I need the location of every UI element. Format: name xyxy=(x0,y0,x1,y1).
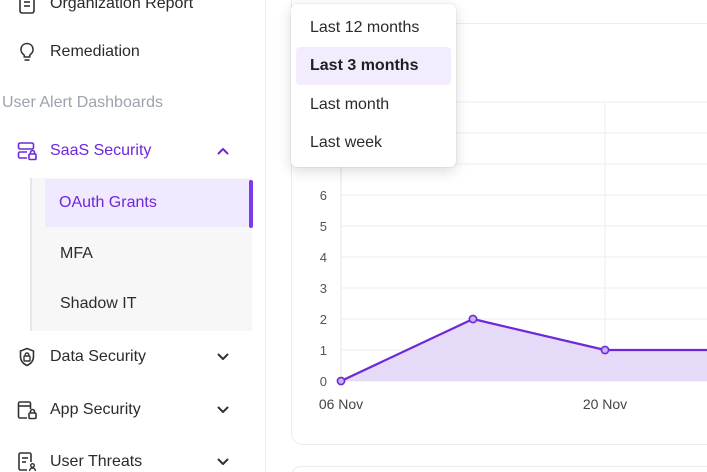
sidebar-item-user-threats[interactable]: User Threats xyxy=(0,442,266,472)
sidebar-item-label: Organization Report xyxy=(50,0,194,12)
dropdown-option-label: Last 12 months xyxy=(310,19,420,36)
report-icon xyxy=(17,0,37,14)
sidebar-subitem-mfa[interactable]: MFA xyxy=(46,230,252,278)
chevron-down-icon[interactable] xyxy=(214,401,232,419)
dropdown-option-label: Last month xyxy=(310,96,390,113)
sidebar-subitem-label: Shadow IT xyxy=(60,295,137,312)
dropdown-option-label: Last week xyxy=(310,134,383,151)
sidebar-item-app-security[interactable]: App Security xyxy=(0,390,266,430)
x-tick-label: 20 Nov xyxy=(583,396,627,412)
shield-lock-icon xyxy=(17,347,37,367)
x-tick-label: 06 Nov xyxy=(319,396,363,412)
app-lock-icon xyxy=(17,400,37,420)
y-tick-label: 1 xyxy=(320,343,327,358)
dropdown-option-last-week[interactable]: Last week xyxy=(296,124,451,162)
y-tick-label: 4 xyxy=(320,250,327,265)
dropdown-option-label: Last 3 months xyxy=(310,57,419,74)
user-report-icon xyxy=(17,452,37,472)
dropdown-option-last-12-months[interactable]: Last 12 months xyxy=(296,9,451,47)
lightbulb-icon xyxy=(17,42,37,62)
sidebar-subitem-shadow-it[interactable]: Shadow IT xyxy=(46,280,252,328)
y-tick-label: 0 xyxy=(320,374,327,389)
server-lock-icon xyxy=(17,141,37,161)
chevron-down-icon[interactable] xyxy=(214,348,232,366)
sidebar-item-saas-security[interactable]: SaaS Security xyxy=(0,131,266,171)
chevron-up-icon[interactable] xyxy=(214,142,232,160)
sidebar-item-data-security[interactable]: Data Security xyxy=(0,337,266,377)
saas-submenu: OAuth Grants MFA Shadow IT xyxy=(30,178,253,331)
card-divider xyxy=(291,23,707,24)
sidebar-item-label: App Security xyxy=(50,401,141,418)
sidebar-subitem-label: MFA xyxy=(60,245,93,262)
chevron-down-icon[interactable] xyxy=(214,453,232,471)
section-label: User Alert Dashboards xyxy=(2,94,163,111)
sidebar-item-label: SaaS Security xyxy=(50,142,152,159)
y-tick-label: 3 xyxy=(320,281,327,296)
sidebar-subitem-label: OAuth Grants xyxy=(59,194,157,211)
sidebar-item-remediation[interactable]: Remediation xyxy=(0,32,266,72)
time-range-dropdown: Last 12 months Last 3 months Last month … xyxy=(291,4,456,167)
series-area xyxy=(341,319,707,381)
dropdown-option-last-3-months[interactable]: Last 3 months xyxy=(296,47,451,85)
dropdown-option-last-month[interactable]: Last month xyxy=(296,86,451,124)
sidebar-subitem-oauth-grants[interactable]: OAuth Grants xyxy=(45,179,253,228)
sidebar-item-label: Data Security xyxy=(50,348,147,365)
y-tick-label: 2 xyxy=(320,312,327,327)
data-point xyxy=(336,376,346,386)
active-indicator xyxy=(249,180,253,228)
sidebar-item-label: Remediation xyxy=(50,43,140,60)
data-point xyxy=(600,345,610,355)
y-tick-label: 5 xyxy=(320,219,327,234)
sidebar: Organization Report Remediation User Ale… xyxy=(0,0,266,472)
sidebar-item-organization-report[interactable]: Organization Report xyxy=(0,0,266,24)
data-point xyxy=(468,314,478,324)
y-tick-label: 6 xyxy=(320,188,327,203)
sidebar-item-label: User Threats xyxy=(50,453,143,470)
